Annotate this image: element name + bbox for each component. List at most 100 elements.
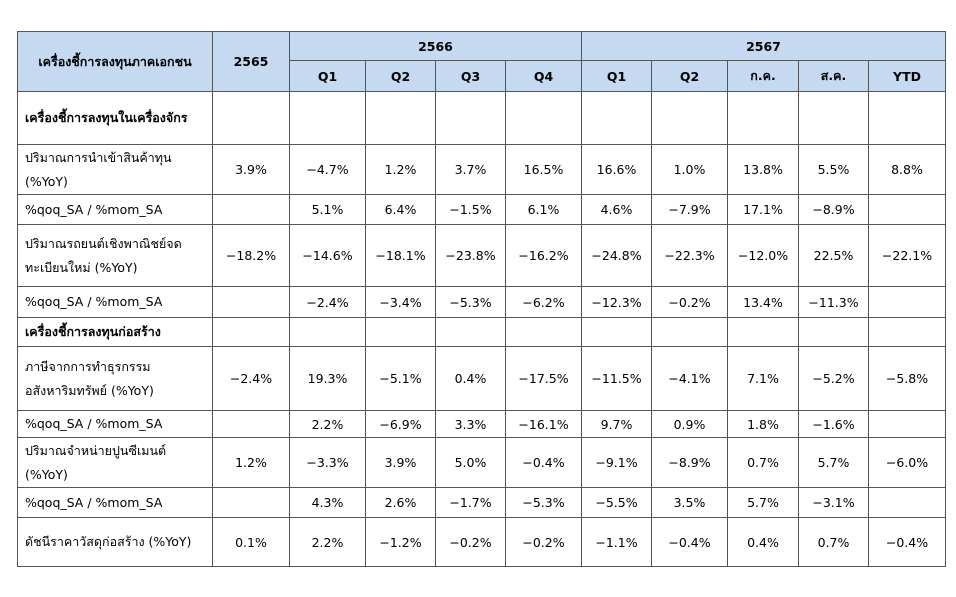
table-cell: −12.3% bbox=[581, 286, 652, 318]
table-row: %qoq_SA / %mom_SA 5.1% 6.4% −1.5% 6.1% 4.6% −7… bbox=[17, 194, 946, 225]
header-period-col: Q4 bbox=[505, 60, 582, 92]
table-cell: 1.2% bbox=[365, 144, 436, 195]
table-cell bbox=[365, 91, 436, 145]
table-cell: −0.4% bbox=[868, 517, 946, 567]
table-cell: 16.6% bbox=[581, 144, 652, 195]
section-row: เครื่องชี้การลงทุนก่อสร้าง bbox=[17, 317, 946, 347]
header-year-2565: 2565 bbox=[212, 31, 290, 92]
header-year-2566: 2566 bbox=[289, 31, 582, 61]
private-investment-indicators-table: เครื่องชี้การลงทุนภาคเอกชน 2565 2566 256… bbox=[17, 31, 946, 567]
table-cell: 5.0% bbox=[435, 437, 506, 488]
table-cell: −5.1% bbox=[365, 346, 436, 411]
table-cell bbox=[727, 317, 799, 347]
table-cell: −3.4% bbox=[365, 286, 436, 318]
table-cell bbox=[868, 487, 946, 518]
table-cell: 3.9% bbox=[212, 144, 290, 195]
table-cell bbox=[798, 91, 869, 145]
table-cell: 3.9% bbox=[365, 437, 436, 488]
table-cell: −23.8% bbox=[435, 224, 506, 287]
table-cell: −1.6% bbox=[798, 410, 869, 438]
header-period-col: Q1 bbox=[581, 60, 652, 92]
table-cell bbox=[212, 194, 290, 225]
table-cell: 2.2% bbox=[289, 517, 366, 567]
table-cell: −1.1% bbox=[581, 517, 652, 567]
table-cell: 22.5% bbox=[798, 224, 869, 287]
table-cell: −2.4% bbox=[212, 346, 290, 411]
table-row: ดัชนีราคาวัสดุก่อสร้าง (%YoY) 0.1% 2.2% −1.… bbox=[17, 517, 946, 567]
table-cell: 16.5% bbox=[505, 144, 582, 195]
table-cell: 4.3% bbox=[289, 487, 366, 518]
table-cell: 1.2% bbox=[212, 437, 290, 488]
header-period-col: Q3 bbox=[435, 60, 506, 92]
table-cell: −18.1% bbox=[365, 224, 436, 287]
section-row: เครื่องชี้การลงทุนในเครื่องจักร bbox=[17, 91, 946, 145]
table-cell: −4.1% bbox=[651, 346, 728, 411]
table-cell: −3.1% bbox=[798, 487, 869, 518]
table-cell: −6.2% bbox=[505, 286, 582, 318]
table-cell bbox=[212, 91, 290, 145]
table-cell: 2.2% bbox=[289, 410, 366, 438]
row-label: เครื่องชี้การลงทุนก่อสร้าง bbox=[17, 317, 213, 347]
table-cell: 8.8% bbox=[868, 144, 946, 195]
table-cell: −0.4% bbox=[505, 437, 582, 488]
row-label: ปริมาณรถยนต์เชิงพาณิชย์จดทะเบียนใหม่ (%Y… bbox=[17, 224, 213, 287]
table-cell bbox=[212, 410, 290, 438]
header-period-col: ส.ค. bbox=[798, 60, 869, 92]
table-cell: −16.1% bbox=[505, 410, 582, 438]
table-cell: −22.3% bbox=[651, 224, 728, 287]
table-cell: 0.7% bbox=[798, 517, 869, 567]
table-row: %qoq_SA / %mom_SA 2.2% −6.9% 3.3% −16.1% 9.7%… bbox=[17, 410, 946, 438]
table-cell bbox=[212, 286, 290, 318]
header-corner: เครื่องชี้การลงทุนภาคเอกชน bbox=[17, 31, 213, 92]
table-cell: −5.2% bbox=[798, 346, 869, 411]
table-cell: 7.1% bbox=[727, 346, 799, 411]
table-cell: −12.0% bbox=[727, 224, 799, 287]
table-cell: −5.3% bbox=[505, 487, 582, 518]
table-cell: 3.3% bbox=[435, 410, 506, 438]
table-cell: 4.6% bbox=[581, 194, 652, 225]
table-cell: 6.1% bbox=[505, 194, 582, 225]
table-container: เครื่องชี้การลงทุนภาคเอกชน 2565 2566 256… bbox=[17, 31, 946, 567]
table-cell: −9.1% bbox=[581, 437, 652, 488]
table-cell: −8.9% bbox=[651, 437, 728, 488]
table-cell: 9.7% bbox=[581, 410, 652, 438]
header-period-col: ก.ค. bbox=[727, 60, 799, 92]
table-cell: 0.1% bbox=[212, 517, 290, 567]
table-cell bbox=[868, 286, 946, 318]
table-cell: −18.2% bbox=[212, 224, 290, 287]
table-cell: 0.4% bbox=[435, 346, 506, 411]
table-cell: −6.0% bbox=[868, 437, 946, 488]
table-cell: 19.3% bbox=[289, 346, 366, 411]
table-cell: −16.2% bbox=[505, 224, 582, 287]
table-cell bbox=[435, 317, 506, 347]
table-cell: 17.1% bbox=[727, 194, 799, 225]
header-period-col: YTD bbox=[868, 60, 946, 92]
table-cell: −14.6% bbox=[289, 224, 366, 287]
table-cell: −24.8% bbox=[581, 224, 652, 287]
table-cell: 0.4% bbox=[727, 517, 799, 567]
table-cell: −0.2% bbox=[435, 517, 506, 567]
table-cell: 0.7% bbox=[727, 437, 799, 488]
table-cell: 1.0% bbox=[651, 144, 728, 195]
table-cell: 2.6% bbox=[365, 487, 436, 518]
table-cell: 5.5% bbox=[798, 144, 869, 195]
table-cell: −4.7% bbox=[289, 144, 366, 195]
table-cell bbox=[212, 317, 290, 347]
table-cell: −5.8% bbox=[868, 346, 946, 411]
table-cell: −5.5% bbox=[581, 487, 652, 518]
row-label: ภาษีจากการทำธุรกรรมอสังหาริมทรัพย์ (%YoY… bbox=[17, 346, 213, 411]
header-year-2567: 2567 bbox=[581, 31, 946, 61]
table-cell bbox=[651, 91, 728, 145]
table-cell: 5.7% bbox=[798, 437, 869, 488]
table-cell bbox=[505, 317, 582, 347]
table-cell: 1.8% bbox=[727, 410, 799, 438]
header-period-col: Q2 bbox=[651, 60, 728, 92]
table-cell: −22.1% bbox=[868, 224, 946, 287]
table-cell: −0.2% bbox=[651, 286, 728, 318]
table-cell: 3.7% bbox=[435, 144, 506, 195]
table-row: ปริมาณการนำเข้าสินค้าทุน (%YoY) 3.9% −4.7%… bbox=[17, 144, 946, 195]
table-cell bbox=[212, 487, 290, 518]
table-cell: −1.2% bbox=[365, 517, 436, 567]
table-cell: −6.9% bbox=[365, 410, 436, 438]
header-period-col: Q2 bbox=[365, 60, 436, 92]
